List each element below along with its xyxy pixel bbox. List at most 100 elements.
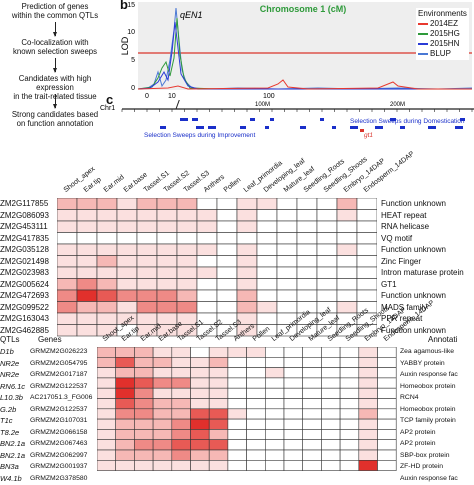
heatmap1-cell <box>137 290 157 302</box>
heatmap1-cell <box>117 210 137 222</box>
heatmap2-cell <box>209 378 228 388</box>
heatmap1-cell <box>357 221 377 233</box>
heatmap1-cell <box>177 267 197 279</box>
heatmap2-cell <box>134 450 153 460</box>
heatmap1-cell <box>177 198 197 210</box>
xtick-100: 100 <box>263 93 275 100</box>
gene-annotation: Auxin response fac <box>400 474 458 485</box>
heatmap2-cell <box>284 409 303 419</box>
heatmap2-cell <box>340 368 359 378</box>
gene-id: AC217051.3_FG006 <box>30 393 92 405</box>
heatmap1-cell <box>57 313 77 325</box>
gene-marker-gt1: gt1 <box>364 132 373 139</box>
sweep-block <box>160 126 166 129</box>
heatmap1-cell <box>217 267 237 279</box>
heatmap1-cell <box>337 244 357 256</box>
legend-title: Environments <box>418 9 467 19</box>
heatmap2-cell <box>116 347 135 357</box>
heatmap2-cell <box>172 388 191 398</box>
heatmap1-cell <box>117 221 137 233</box>
heatmap1-cell <box>117 233 137 245</box>
heatmap1 <box>57 198 377 338</box>
xtick-10: 10 <box>168 93 176 100</box>
heatmap2-cell <box>209 347 228 357</box>
heatmap2-cell <box>284 419 303 429</box>
heatmap1-cell <box>157 313 177 325</box>
heatmap1-cell <box>57 198 77 210</box>
heatmap2-cell <box>191 378 210 388</box>
heatmap2-cell <box>228 388 247 398</box>
heatmap2-cell <box>191 450 210 460</box>
heatmap2-cell <box>265 388 284 398</box>
heatmap1-cell <box>217 198 237 210</box>
heatmap2-cell <box>134 399 153 409</box>
heatmap2-cell <box>172 419 191 429</box>
gene-annotation: Zea agamous-like <box>400 347 458 359</box>
heatmap1-cell <box>357 279 377 291</box>
sweep-block <box>320 118 324 121</box>
heatmap2-cell <box>359 440 378 450</box>
flow-arrow-3 <box>55 94 56 108</box>
heatmap2-cell <box>191 440 210 450</box>
heatmap1-cell <box>297 198 317 210</box>
heatmap1-cell <box>317 279 337 291</box>
heatmap1-cell <box>357 210 377 222</box>
gene-annotation: RCN4 <box>400 393 458 405</box>
heatmap2-cell <box>116 409 135 419</box>
sweep-block <box>196 126 204 129</box>
heatmap2-cell <box>340 378 359 388</box>
heatmap1-cell <box>197 210 217 222</box>
gene-annotation: Homeobox protein <box>400 405 458 417</box>
heatmap2-cell <box>134 460 153 470</box>
heatmap1-cell <box>317 244 337 256</box>
heatmap1-cell <box>237 256 257 268</box>
heatmap2-qtl-header: QTLs <box>0 335 20 344</box>
heatmap2-cell <box>153 460 172 470</box>
heatmap2-cell <box>228 460 247 470</box>
heatmap1-cell <box>297 267 317 279</box>
heatmap2-cell <box>153 347 172 357</box>
heatmap1-cell <box>257 233 277 245</box>
heatmap1-cell <box>277 267 297 279</box>
heatmap1-cell <box>357 233 377 245</box>
gene-annotation: TCP family protein <box>400 416 458 428</box>
heatmap2-cell <box>359 419 378 429</box>
heatmap2-cell <box>172 409 191 419</box>
heatmap1-cell <box>297 244 317 256</box>
heatmap2-cell <box>134 419 153 429</box>
heatmap1-cell <box>97 290 117 302</box>
sweep-block <box>270 118 274 121</box>
heatmap1-cell <box>277 256 297 268</box>
heatmap1-cell <box>177 221 197 233</box>
gene-annotation: Function unknown <box>381 198 464 210</box>
heatmap2-cell <box>247 388 266 398</box>
heatmap2-cell <box>340 388 359 398</box>
heatmap2-annot-header: Annotati <box>428 335 457 344</box>
heatmap2-cell <box>172 368 191 378</box>
heatmap2-cell <box>378 429 397 439</box>
heatmap2-cell <box>321 460 340 470</box>
heatmap1-cell <box>277 290 297 302</box>
heatmap2-cell <box>359 347 378 357</box>
heatmap1-cell <box>337 267 357 279</box>
heatmap2-cell <box>321 409 340 419</box>
heatmap2-cell <box>340 429 359 439</box>
heatmap1-cell <box>297 256 317 268</box>
heatmap2-cell <box>172 450 191 460</box>
gene-id: GRMZM2G122537 <box>30 405 92 417</box>
heatmap1-cell <box>117 256 137 268</box>
sweep-track: Chr1 100M 200M Selection Sweeps during I… <box>100 100 474 150</box>
heatmap2-cell <box>378 440 397 450</box>
heatmap1-cell <box>137 233 157 245</box>
heatmap2-cell <box>378 460 397 470</box>
heatmap2-cell <box>359 388 378 398</box>
flow-arrow-1 <box>55 22 56 36</box>
sweep-block <box>455 126 463 129</box>
heatmap1-cell <box>117 198 137 210</box>
heatmap2-cell <box>172 460 191 470</box>
heatmap2-cell <box>284 347 303 357</box>
heatmap2-cell <box>321 399 340 409</box>
heatmap1-cell <box>217 256 237 268</box>
heatmap2-cell <box>97 419 116 429</box>
